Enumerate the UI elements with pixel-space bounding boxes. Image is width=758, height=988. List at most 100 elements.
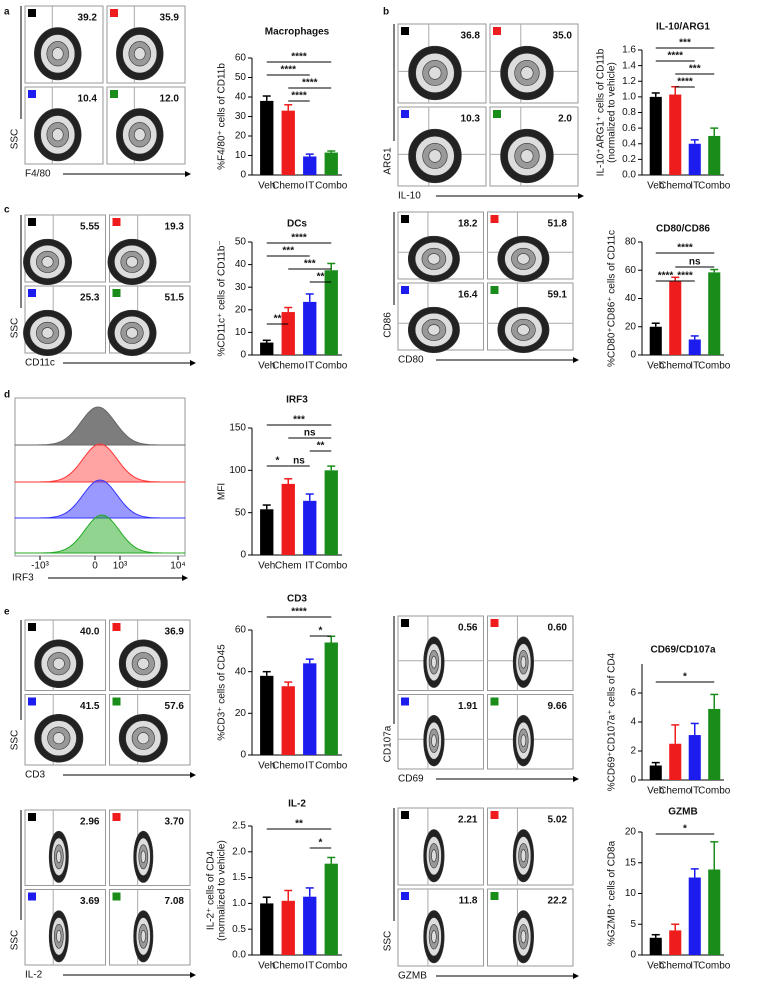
y-tick-label: 20 [235,304,247,315]
x-tick-label: Veh [258,561,275,572]
histogram-curve [15,514,185,554]
arrow-head [190,772,196,778]
x-tick-label: Chemo [272,761,305,772]
density-contour [520,149,534,163]
gate-percent: 5.55 [80,222,100,233]
density-contour [140,850,146,864]
x-tick-label: Chem [275,561,302,572]
arrow-head [190,360,196,366]
x-tick-label: IT [305,761,314,772]
y-tick-label: 1.4 [622,60,636,71]
arrow-head [573,357,579,363]
y-tick-label: 0.0 [622,170,636,181]
y-tick-label: 0 [630,775,636,786]
x-tick-label: Chemo [272,361,305,372]
density-contour [133,128,146,142]
x-tick-label: Veh [647,181,664,192]
x-tick-label: Combo [315,761,348,772]
panel-letter: e [4,607,10,618]
y-tick-label: 60 [625,265,637,276]
gate-percent: 41.5 [80,701,100,712]
y-axis-label: IL-2⁺ cells of CD4 [206,850,217,930]
significance-label: **** [291,52,307,63]
y-axis-label: %CD80⁺CD86⁺ cells of CD11c [607,230,618,367]
y-tick-label: 0 [630,350,636,361]
group-key [112,623,121,631]
y-tick-label: 1.6 [622,45,636,56]
flow-x-label: CD3 [25,770,45,781]
x-tick-label: IT [690,961,699,972]
chart-title: DCs [287,219,307,230]
y-tick-label: 150 [229,423,246,434]
y-tick-label: 30 [235,282,247,293]
y-tick-label: 10 [235,150,247,161]
y-tick-label: 100 [229,465,246,476]
x-tick-label: Veh [647,361,664,372]
density-contour [520,849,527,863]
density-contour [427,324,441,336]
flow-x-label: CD69 [398,774,424,785]
x-tick-label: Combo [315,181,348,192]
flow-y-label: SSC [10,318,21,339]
density-contour [137,732,150,745]
density-contour [431,849,437,863]
y-tick-label: 1.0 [622,92,636,103]
gate-percent: 18.2 [458,219,478,230]
x-tick-label: Combo [698,961,731,972]
y-tick-label: 40 [235,92,247,103]
significance-label: **** [658,271,674,282]
x-tick-label: Veh [647,786,664,797]
density-contour [520,734,527,747]
bar [260,100,274,175]
bar [649,937,662,955]
y-tick-label: 80 [625,237,637,248]
y-tick-label: 0.0 [232,950,246,961]
significance-label: *** [304,259,316,270]
histogram-curve [15,479,185,519]
y-tick-label: 15 [625,857,637,868]
density-contour [56,850,62,864]
y-tick-label: 40 [235,666,247,677]
y-axis-label: (normalized to vehicle) [607,62,618,163]
y-axis-label: (normalized to vehicle) [217,840,228,941]
y-tick-label: 0.2 [622,154,636,165]
gate-percent: 40.0 [80,627,100,638]
x-tick-label: IT [690,361,699,372]
x-tick-label: IT [690,181,699,192]
bar [324,270,338,355]
gate-percent: 1.91 [458,701,478,712]
group-key [112,813,121,821]
y-axis-label: %CD11c⁺ cells of CD11b⁻ [217,240,228,356]
gate-percent: 16.4 [458,290,478,301]
significance-label: * [319,838,323,849]
significance-label: * [319,626,323,637]
group-key [28,218,36,226]
significance-label: ** [295,819,303,830]
flow-y-label: ARG1 [383,147,394,175]
bar [281,312,295,355]
arrow-head [185,171,191,177]
chart-title: GZMB [668,807,697,818]
bar [649,96,662,175]
group-key [28,289,36,297]
y-tick-label: 0.8 [622,107,636,118]
gate-percent: 59.1 [548,290,568,301]
group-key [401,215,409,223]
group-key [112,289,121,297]
flow-x-label: IL-10 [398,191,421,202]
density-contour [520,66,534,80]
gate-percent: 2.96 [80,817,100,828]
bar [708,708,721,780]
group-key [493,27,501,35]
significance-label: * [683,824,687,835]
group-key [28,623,36,631]
x-tick-label: IT [305,961,314,972]
y-tick-label: 0 [630,950,636,961]
density-contour [428,149,442,163]
y-tick-label: 0.4 [622,138,636,149]
bar [303,896,317,955]
density-contour [126,327,138,339]
flow-y-label: CD107a [383,725,394,762]
density-contour [51,128,64,142]
chart-title: CD80/CD86 [656,224,710,235]
